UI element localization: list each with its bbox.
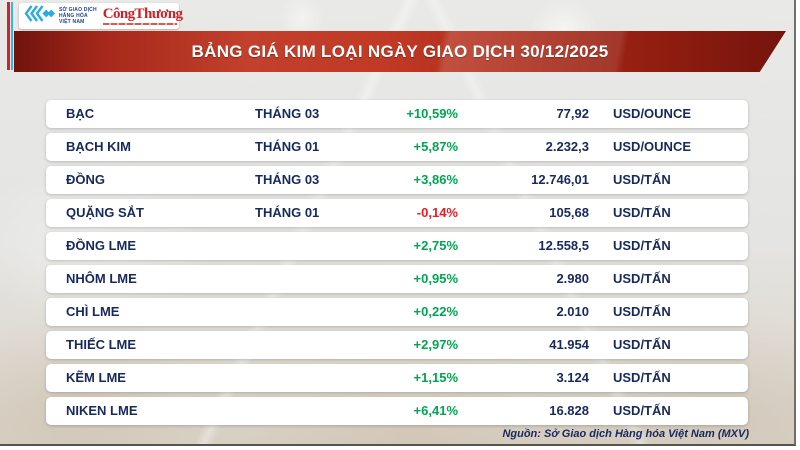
metal-name: ĐỒNG (66, 172, 105, 187)
contract-month: THÁNG 03 (255, 106, 320, 121)
page-title: BẢNG GIÁ KIM LOẠI NGÀY GIAO DỊCH 30/12/2… (191, 41, 609, 61)
price-unit: USD/TẤN (613, 271, 671, 286)
table-row: BẠC THÁNG 03 +10,59% 77,92 USD/OUNCE (46, 100, 748, 128)
price-unit: USD/TẤN (613, 205, 671, 220)
price-unit: USD/TẤN (613, 370, 671, 385)
price-value: 12.746,01 (531, 172, 589, 187)
price-unit: USD/TẤN (613, 403, 671, 418)
metal-name: THIẾC LME (66, 337, 137, 352)
exchange-name-line2: HÀNG HÓA (59, 13, 88, 19)
contract-month: THÁNG 03 (255, 172, 320, 187)
title-banner: BẢNG GIÁ KIM LOẠI NGÀY GIAO DỊCH 30/12/2… (14, 31, 786, 72)
table-row: QUẶNG SẮT THÁNG 01 -0,14% 105,68 USD/TẤN (46, 199, 748, 227)
metal-name: ĐỒNG LME (66, 238, 137, 253)
price-unit: USD/OUNCE (613, 106, 692, 121)
table-row: BẠCH KIM THÁNG 01 +5,87% 2.232,3 USD/OUN… (46, 133, 748, 161)
change-percent: +3,86% (413, 172, 458, 187)
price-unit: USD/TẤN (613, 172, 671, 187)
contract-month: THÁNG 01 (255, 205, 320, 220)
price-unit: USD/TẤN (613, 304, 671, 319)
price-value: 41.954 (549, 337, 589, 352)
table-row: THIẾC LME +2,97% 41.954 USD/TẤN (46, 331, 748, 359)
price-unit: USD/TẤN (613, 337, 671, 352)
cong-thuong-wordmark: CôngThương (102, 6, 183, 22)
exchange-name-line3: VIỆT NAM (59, 19, 85, 25)
accent-stripe-red (7, 2, 10, 70)
mxv-diamonds-icon (23, 4, 56, 28)
price-value: 105,68 (549, 205, 589, 220)
metal-name: NHÔM LME (66, 271, 137, 286)
table-row: CHÌ LME +0,22% 2.010 USD/TẤN (46, 298, 748, 326)
metal-name: KẼM LME (66, 370, 126, 385)
metal-name: BẠC (66, 106, 95, 121)
change-percent: +5,87% (413, 139, 458, 154)
metal-name: CHÌ LME (66, 304, 120, 319)
price-value: 16.828 (549, 403, 589, 418)
price-unit: USD/OUNCE (613, 139, 692, 154)
price-value: 2.010 (556, 304, 589, 319)
exchange-name: SỞ GIAO DỊCH HÀNG HÓA VIỆT NAM (59, 7, 97, 25)
change-percent: +10,59% (406, 106, 458, 121)
price-value: 2.232,3 (545, 139, 589, 154)
accent-stripe-blue (11, 2, 13, 70)
change-percent: +1,15% (413, 370, 458, 385)
table-row: ĐỒNG THÁNG 03 +3,86% 12.746,01 USD/TẤN (46, 166, 748, 194)
table-row: ĐỒNG LME +2,75% 12.558,5 USD/TẤN (46, 232, 748, 260)
metal-name: BẠCH KIM (66, 139, 131, 154)
change-percent: +0,22% (413, 304, 458, 319)
exchange-name-line1: SỞ GIAO DỊCH (59, 7, 97, 13)
change-percent: +0,95% (413, 271, 458, 286)
table-row: NIKEN LME +6,41% 16.828 USD/TẤN (46, 397, 748, 425)
change-percent: +2,75% (413, 238, 458, 253)
brand-tagline-bar (102, 23, 177, 25)
contract-month: THÁNG 01 (255, 139, 320, 154)
source-caption: Nguồn: Sở Giao dịch Hàng hóa Việt Nam (M… (502, 428, 749, 440)
cong-thuong-logo: CôngThương (102, 6, 183, 25)
change-percent: +2,97% (413, 337, 458, 352)
price-unit: USD/TẤN (613, 238, 671, 253)
table-row: KẼM LME +1,15% 3.124 USD/TẤN (46, 364, 748, 392)
metal-name: NIKEN LME (66, 403, 138, 418)
publisher-logo-plate: SỞ GIAO DỊCH HÀNG HÓA VIỆT NAM CôngThươn… (19, 3, 183, 29)
change-percent: -0,14% (416, 205, 458, 220)
change-percent: +6,41% (413, 403, 458, 418)
price-value: 2.980 (556, 271, 589, 286)
price-value: 12.558,5 (538, 238, 589, 253)
price-value: 3.124 (556, 370, 589, 385)
price-value: 77,92 (556, 106, 589, 121)
table-row: NHÔM LME +0,95% 2.980 USD/TẤN (46, 265, 748, 293)
metal-name: QUẶNG SẮT (66, 205, 144, 220)
